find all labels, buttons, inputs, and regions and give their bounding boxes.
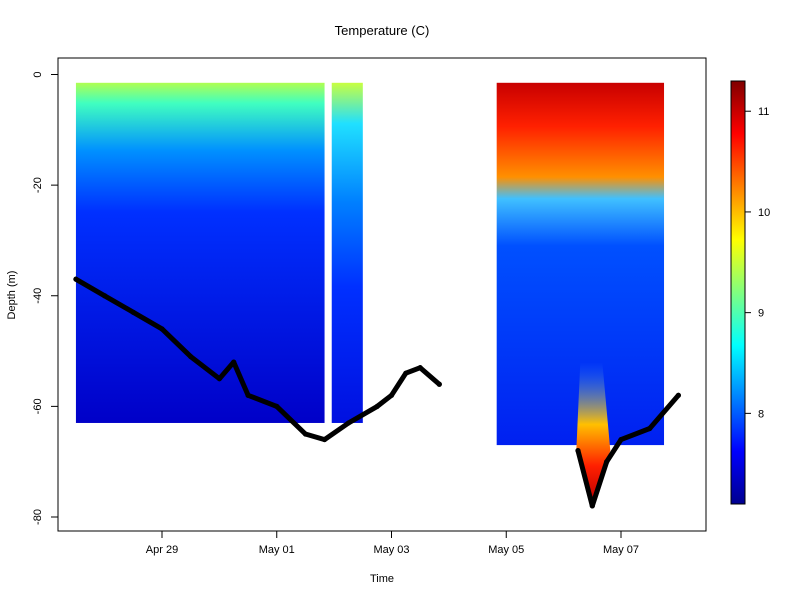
y-axis-label: Depth (m) [6,271,18,320]
bottom-depth-point [102,293,108,299]
chart-title: Temperature (C) [335,23,430,38]
x-axis-label: Time [370,573,394,585]
bottom-depth-point [321,436,328,443]
colorbar-tick-label: 10 [758,207,770,219]
bottom-depth-point [675,392,681,398]
profile-segment-1 [75,82,325,423]
bottom-depth-point [231,359,237,365]
y-axis: 0 -20 -40 -60 -80 [32,71,59,525]
y-tick-label: -40 [32,288,44,304]
bottom-depth-point [403,370,409,376]
bottom-depth-point [589,503,595,509]
colorbar-tick-label: 11 [758,106,769,118]
bottom-depth-point [618,436,624,443]
x-axis: Apr 29 May 01 May 03 May 05 May 07 [146,530,639,556]
bottom-depth-point [345,420,352,426]
bottom-depth-point [130,309,136,315]
data-area [73,82,681,509]
profile-segment-2 [331,82,363,423]
y-tick-label: 0 [32,71,44,77]
bottom-depth-point [274,403,280,409]
bottom-depth-point [302,431,309,437]
bottom-depth-point [73,276,79,282]
bottom-depth-point [417,365,423,371]
colorbar-ticks: 8 9 10 11 [745,106,770,420]
bottom-depth-point [374,403,380,409]
y-tick-label: -80 [32,509,44,525]
x-tick-label: May 05 [488,544,524,556]
colorbar-gradient [730,80,746,505]
bottom-depth-point [388,392,395,398]
y-tick-label: -20 [32,177,44,193]
y-tick-label: -60 [32,398,44,414]
colorbar-tick-label: 8 [758,408,764,420]
bottom-depth-point [216,376,222,382]
bottom-depth-point [436,381,442,387]
warm-plume [576,362,611,501]
bottom-depth-point [604,459,610,465]
x-tick-label: May 01 [259,544,295,556]
x-tick-label: May 03 [373,544,409,556]
colorbar-tick-label: 9 [758,308,764,320]
colorbar: 8 9 10 11 [730,80,770,505]
x-tick-label: Apr 29 [146,544,178,556]
bottom-depth-point [575,448,581,454]
bottom-depth-point [245,392,251,398]
bottom-depth-point [159,326,165,332]
bottom-depth-point [188,353,194,360]
bottom-depth-point [647,425,653,432]
x-tick-label: May 07 [603,544,639,556]
